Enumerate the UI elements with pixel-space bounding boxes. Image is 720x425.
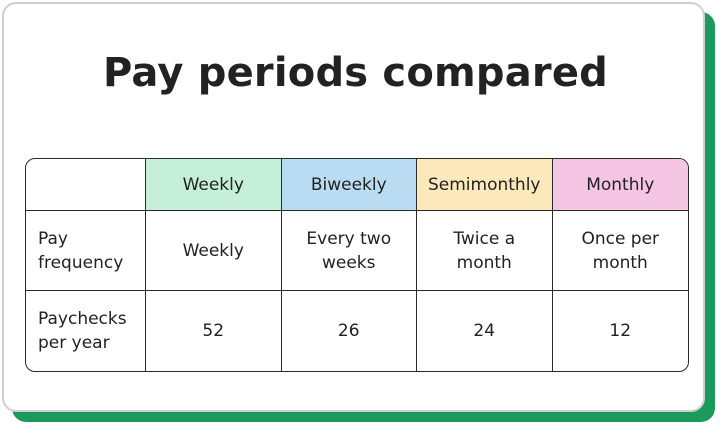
table-header-row: Weekly Biweekly Semimonthly Monthly <box>26 159 688 211</box>
row-label-paychecks-per-year: Paychecks per year <box>26 291 146 371</box>
cell-value: 52 <box>202 321 225 341</box>
cell-biweekly-paychecks: 26 <box>282 291 417 371</box>
cell-value: 24 <box>473 321 496 341</box>
cell-value: 12 <box>609 321 632 341</box>
header-empty-cell <box>26 159 146 211</box>
cell-line: Once per <box>581 228 660 249</box>
header-monthly: Monthly <box>552 159 688 211</box>
cell-weekly-paychecks: 52 <box>146 291 282 371</box>
row-label-line: Pay <box>38 228 68 249</box>
row-label-pay-frequency: Pay frequency <box>26 211 146 291</box>
cell-line: month <box>456 252 512 273</box>
cell-semimonthly-paychecks: 24 <box>417 291 553 371</box>
row-label-line: Paychecks <box>38 309 127 329</box>
cell-value: 26 <box>337 321 360 341</box>
header-semimonthly: Semimonthly <box>417 159 553 211</box>
cell-semimonthly-frequency: Twice a month <box>417 211 553 291</box>
comparison-card: Pay periods compared Weekly Biweekly Sem… <box>2 2 705 412</box>
cell-line: weeks <box>321 252 376 273</box>
cell-line: Weekly <box>182 240 244 261</box>
row-label-line: per year <box>38 333 110 353</box>
cell-line: Twice a <box>453 228 516 249</box>
header-biweekly: Biweekly <box>281 159 417 211</box>
cell-line: month <box>592 252 648 273</box>
table-row-pay-frequency: Pay frequency Weekly Every two weeks Twi… <box>26 211 688 291</box>
cell-biweekly-frequency: Every two weeks <box>281 211 417 291</box>
page-title: Pay periods compared <box>102 50 609 96</box>
row-label-line: frequency <box>38 252 124 273</box>
cell-monthly-frequency: Once per month <box>552 211 688 291</box>
cell-weekly-frequency: Weekly <box>146 211 282 291</box>
header-weekly: Weekly <box>146 159 282 211</box>
cell-line: Every two <box>306 228 392 249</box>
table-row-paychecks-per-year: Paychecks per year 52 26 24 12 <box>26 291 688 371</box>
cell-monthly-paychecks: 12 <box>553 291 689 371</box>
pay-periods-table: Weekly Biweekly Semimonthly Monthly Pay … <box>25 158 689 372</box>
